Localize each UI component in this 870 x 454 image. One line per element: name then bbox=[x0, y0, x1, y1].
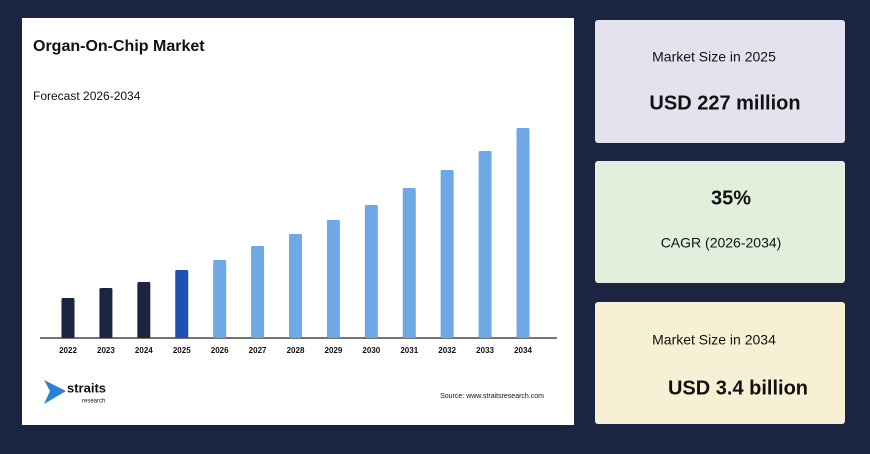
card-value: USD 3.4 billion bbox=[668, 377, 808, 399]
card bbox=[595, 161, 845, 283]
x-tick-label: 2030 bbox=[362, 346, 380, 355]
x-tick-label: 2031 bbox=[400, 346, 418, 355]
source: Source: www.straitsresearch.com bbox=[440, 393, 544, 400]
card-label: Market Size in 2025 bbox=[652, 49, 776, 65]
logo-name: straits bbox=[67, 380, 106, 395]
bar bbox=[99, 288, 113, 338]
bar bbox=[61, 298, 75, 338]
card bbox=[595, 302, 845, 424]
x-tick-label: 2025 bbox=[173, 346, 191, 355]
x-tick-label: 2027 bbox=[249, 346, 267, 355]
x-tick-label: 2034 bbox=[514, 346, 532, 355]
bar bbox=[289, 234, 302, 338]
x-tick-label: 2033 bbox=[476, 346, 494, 355]
bar bbox=[364, 205, 378, 338]
bar bbox=[326, 220, 340, 338]
card bbox=[595, 20, 845, 143]
bar bbox=[478, 151, 492, 338]
bar bbox=[440, 170, 454, 338]
x-tick-label: 2022 bbox=[59, 346, 77, 355]
x-tick-label: 2024 bbox=[135, 346, 153, 355]
x-tick-label: 2028 bbox=[287, 346, 305, 355]
x-tick-label: 2023 bbox=[97, 346, 115, 355]
card-value: USD 227 million bbox=[649, 92, 800, 114]
logo-icon bbox=[44, 380, 66, 404]
bar bbox=[251, 246, 265, 338]
chart-title: Organ-On-Chip Market bbox=[33, 38, 205, 55]
chart-subtitle: Forecast 2026-2034 bbox=[33, 89, 141, 103]
logo: straits research bbox=[44, 380, 106, 405]
x-tick-label: 2026 bbox=[211, 346, 229, 355]
logo-sub: research bbox=[82, 399, 105, 405]
bar bbox=[137, 282, 151, 338]
card-value: 35% bbox=[711, 187, 751, 209]
x-tick-label: 2029 bbox=[325, 346, 343, 355]
x-tick-label: 2032 bbox=[438, 346, 456, 355]
card-label: Market Size in 2034 bbox=[652, 332, 776, 348]
bar bbox=[402, 188, 416, 338]
bar bbox=[175, 270, 189, 338]
bar bbox=[213, 260, 227, 338]
bar bbox=[516, 128, 530, 338]
card-label: CAGR (2026-2034) bbox=[661, 235, 782, 251]
